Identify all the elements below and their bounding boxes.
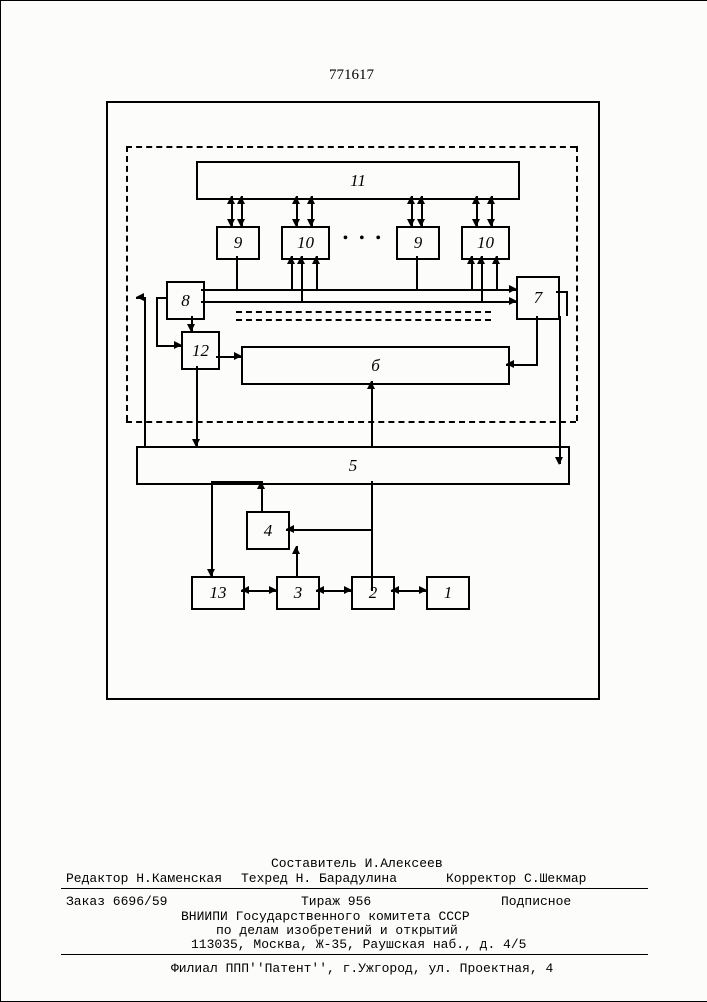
footer-branch: Филиал ППП''Патент'', г.Ужгород, ул. Про…: [171, 961, 553, 976]
block-11: 11: [196, 161, 520, 200]
footer-org2: по делам изобретений и открытий: [216, 923, 458, 938]
footer-editor: Редактор Н.Каменская: [66, 871, 222, 886]
block-13: 13: [191, 576, 245, 610]
dash-top: [126, 146, 576, 148]
footer-signed: Подписное: [501, 894, 571, 909]
block-6: б: [241, 346, 510, 385]
dash-right: [576, 146, 578, 421]
block-7: 7: [516, 276, 560, 320]
patent-number: 771617: [329, 67, 374, 84]
footer-rule-2: [61, 954, 648, 955]
footer-order: Заказ 6696/59: [66, 894, 167, 909]
block-3: 3: [276, 576, 320, 610]
footer-compiler: Составитель И.Алексеев: [271, 856, 443, 871]
block-10a: 10: [281, 226, 330, 260]
block-12: 12: [181, 331, 220, 370]
block-10b: 10: [461, 226, 510, 260]
block-2: 2: [351, 576, 395, 610]
dash-bottom: [126, 421, 576, 423]
block-4: 4: [246, 511, 290, 550]
footer-org3: 113035, Москва, Ж-35, Раушская наб., д. …: [191, 937, 526, 952]
block-9b: 9: [396, 226, 440, 260]
footer-corrector: Корректор С.Шекмар: [446, 871, 586, 886]
block-9a: 9: [216, 226, 260, 260]
dash-left: [126, 146, 128, 421]
ellipsis: • • •: [343, 231, 385, 247]
footer-org1: ВНИИПИ Государственного комитета СССР: [181, 909, 470, 924]
footer-printrun: Тираж 956: [301, 894, 371, 909]
patent-page: { "header":{"number":"771617"}, "blocks"…: [0, 0, 707, 1002]
block-8: 8: [166, 281, 205, 320]
footer-rule-1: [61, 888, 648, 889]
block-1: 1: [426, 576, 470, 610]
block-5: 5: [136, 446, 570, 485]
footer-techred: Техред Н. Барадулина: [241, 871, 397, 886]
